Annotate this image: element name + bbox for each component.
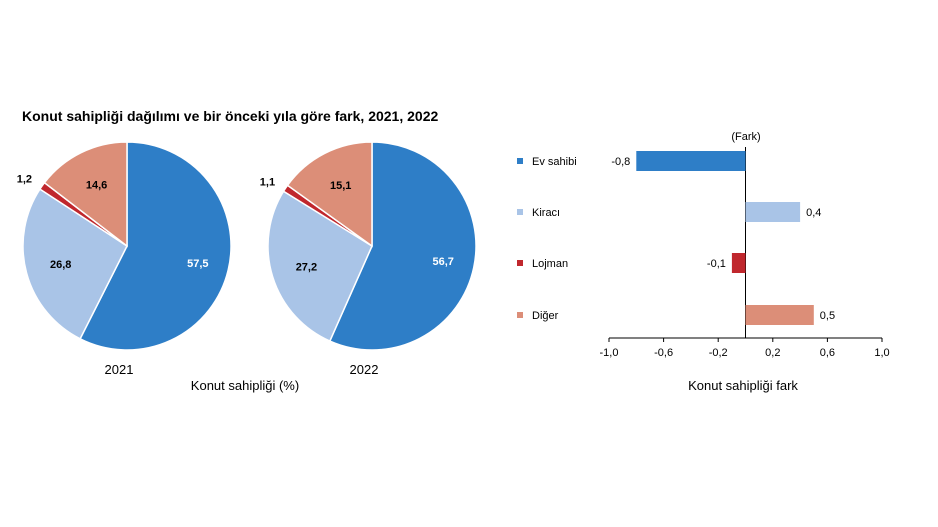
pie-slice-kiraci — [22, 188, 128, 340]
pie-label-kiraci: 27,2 — [296, 261, 317, 273]
bar-kiraci — [745, 202, 801, 222]
chart-title: Konut sahipliği dağılımı ve bir önceki y… — [22, 108, 439, 124]
pie-2022: 56,7 27,2 1,1 15,1 2022 — [260, 141, 477, 377]
x-tick-label: 0,6 — [820, 347, 835, 359]
pie-slice-diger — [43, 141, 128, 248]
bar-unit-label: (Fark) — [731, 131, 760, 143]
bar-value-label: -0,8 — [611, 156, 630, 168]
bar-axis-label: Konut sahipliği fark — [688, 378, 798, 393]
pie-2021: 57,5 26,8 1,2 14,6 2021 — [17, 141, 232, 377]
pie-axis-label: Konut sahipliği (%) — [191, 378, 299, 393]
legend-marker-diger — [517, 312, 523, 318]
pie-label-lojman: 1,2 — [17, 174, 32, 186]
bar-lojman — [731, 253, 746, 273]
bar-chart: -1,0 -0,6 -0,2 0,2 0,6 1,0 -0,8 Ev sahibi 0,4 Kir… — [517, 147, 890, 359]
x-tick-label: -0,2 — [709, 347, 728, 359]
pie-label-diger: 14,6 — [86, 179, 107, 191]
bar-value-label: -0,1 — [707, 258, 726, 270]
legend-label-diger: Diğer — [532, 310, 559, 322]
pie-slice-diger — [286, 141, 373, 248]
pie-label-ev-sahibi: 56,7 — [432, 256, 453, 268]
x-tick-label: 0,2 — [765, 347, 780, 359]
pie-slice-ev-sahibi — [79, 141, 232, 351]
pie-label-ev-sahibi: 57,5 — [187, 258, 208, 270]
legend-label-lojman: Lojman — [532, 258, 568, 270]
legend-label-kiraci: Kiracı — [532, 207, 560, 219]
legend-label-ev-sahibi: Ev sahibi — [532, 156, 577, 168]
pie-year-label: 2021 — [105, 362, 134, 377]
pie-label-kiraci: 26,8 — [50, 259, 71, 271]
pie-slice-ev-sahibi — [328, 141, 477, 351]
x-tick-label: 1,0 — [874, 347, 889, 359]
legend-marker-lojman — [517, 260, 523, 266]
bar-value-label: 0,5 — [820, 310, 835, 322]
pie-slice-kiraci — [267, 190, 373, 343]
pie-label-diger: 15,1 — [330, 180, 351, 192]
legend-marker-ev-sahibi — [517, 158, 523, 164]
bar-value-label: 0,4 — [806, 207, 821, 219]
legend-marker-kiraci — [517, 209, 523, 215]
x-tick-label: -0,6 — [654, 347, 673, 359]
bar-ev-sahibi — [636, 151, 746, 171]
bar-diger — [745, 305, 814, 325]
x-tick-label: -1,0 — [600, 347, 619, 359]
pie-charts: 57,5 26,8 1,2 14,6 2021 56,7 27,2 1,1 15,1 2022 — [17, 141, 477, 377]
pie-label-lojman: 1,1 — [260, 176, 275, 188]
pie-year-label: 2022 — [350, 362, 379, 377]
